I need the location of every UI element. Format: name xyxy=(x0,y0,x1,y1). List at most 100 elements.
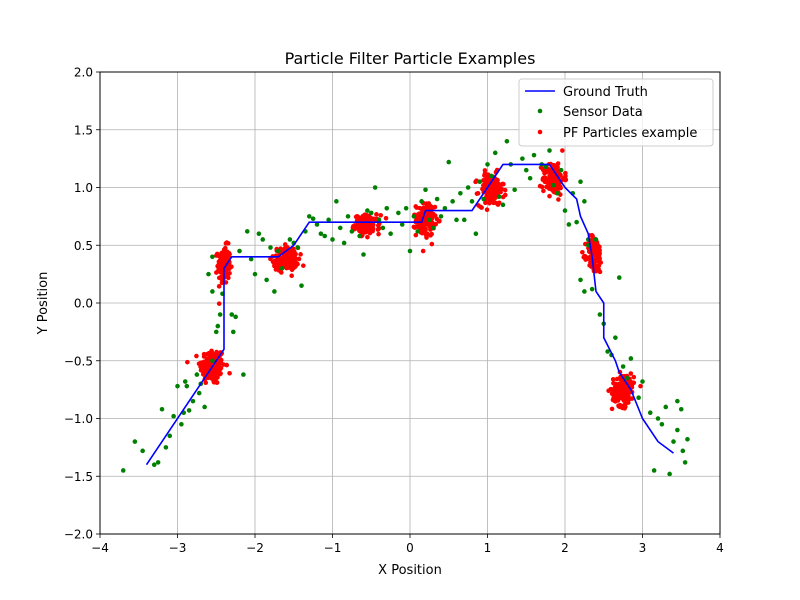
sensor-data-point xyxy=(337,225,343,231)
pf-particle-point xyxy=(413,232,419,238)
sensor-data-point xyxy=(582,199,587,204)
sensor-data-point xyxy=(229,312,235,317)
sensor-data-point xyxy=(210,254,215,260)
pf-particle-point xyxy=(589,233,595,238)
pf-particle-point xyxy=(556,197,561,202)
pf-particle-point xyxy=(213,352,218,357)
pf-particle-point xyxy=(490,183,496,189)
sensor-data-point xyxy=(680,448,686,454)
pf-particle-point xyxy=(615,386,620,392)
pf-particle-point xyxy=(414,224,419,229)
sensor-data-point xyxy=(504,139,510,144)
pf-particle-point xyxy=(596,263,602,268)
sensor-data-point xyxy=(241,372,246,377)
sensor-data-point xyxy=(551,182,556,188)
sensor-data-point xyxy=(578,277,583,283)
sensor-data-point xyxy=(210,358,215,364)
pf-particle-point xyxy=(293,251,298,257)
x-tick-label: −3 xyxy=(169,541,187,555)
pf-particle-point xyxy=(290,246,296,252)
sensor-data-point xyxy=(500,202,506,208)
pf-particle-point xyxy=(625,400,631,405)
chart-title: Particle Filter Particle Examples xyxy=(285,49,536,68)
sensor-data-point xyxy=(314,222,320,227)
sensor-data-point xyxy=(489,173,494,179)
pf-particle-point xyxy=(196,361,202,367)
pf-particle-point xyxy=(203,380,209,386)
y-axis-label: Y Position xyxy=(36,272,51,336)
x-tick-label: 0 xyxy=(406,541,414,555)
pf-particle-point xyxy=(560,148,565,153)
sensor-data-point xyxy=(605,349,610,354)
pf-particle-point xyxy=(223,280,229,285)
sensor-data-point xyxy=(279,266,285,271)
pf-particle-point xyxy=(424,201,429,206)
sensor-data-point xyxy=(361,252,366,257)
sensor-data-point xyxy=(473,231,479,236)
sensor-data-point xyxy=(682,460,688,465)
sensor-data-point xyxy=(678,406,684,412)
sensor-data-point xyxy=(171,413,176,419)
sensor-data-point xyxy=(196,390,202,396)
pf-particle-point xyxy=(611,380,616,386)
sensor-data-point xyxy=(345,214,351,219)
sensor-data-point xyxy=(256,231,262,236)
sensor-data-point xyxy=(264,277,269,283)
sensor-data-point xyxy=(384,205,390,211)
sensor-data-point xyxy=(675,427,680,433)
pf-particle-point xyxy=(496,200,502,206)
pf-particle-point xyxy=(207,374,213,380)
pf-particle-point xyxy=(591,245,597,251)
sensor-data-point xyxy=(492,150,498,156)
pf-particle-point xyxy=(475,191,481,196)
sensor-data-point xyxy=(260,237,266,242)
pf-particle-point xyxy=(543,179,549,185)
pf-particle-point xyxy=(281,255,287,261)
pf-particle-point xyxy=(479,205,484,210)
pf-particle-point xyxy=(364,223,369,229)
pf-particle-point xyxy=(225,272,230,277)
y-tick-label: −2.0 xyxy=(64,528,93,542)
sensor-data-point xyxy=(388,231,393,236)
pf-particle-point xyxy=(550,176,555,182)
sensor-data-point xyxy=(120,468,126,473)
pf-particle-point xyxy=(214,251,220,257)
pf-particle-point xyxy=(218,269,223,275)
pf-particle-point xyxy=(429,241,435,247)
pf-particle-point xyxy=(423,227,428,232)
sensor-data-point xyxy=(215,323,221,329)
pf-particle-point xyxy=(496,181,501,187)
sensor-data-point xyxy=(434,196,440,202)
pf-particle-point xyxy=(541,175,547,181)
pf-particle-point xyxy=(482,173,487,178)
sensor-data-point xyxy=(481,196,486,202)
sensor-data-point xyxy=(357,233,362,239)
sensor-data-point xyxy=(442,205,448,211)
sensor-data-point xyxy=(582,289,587,294)
pf-particle-point xyxy=(301,263,306,268)
pf-particle-point xyxy=(225,241,231,246)
pf-particle-point xyxy=(201,351,207,357)
pf-particle-point xyxy=(272,258,278,264)
sensor-data-point xyxy=(419,199,424,204)
sensor-data-point xyxy=(655,416,661,421)
sensor-data-point xyxy=(477,179,483,185)
y-tick-label: 1.0 xyxy=(74,181,93,195)
sensor-data-point xyxy=(461,217,467,223)
pf-particle-point xyxy=(544,168,549,174)
pf-particle-point xyxy=(221,257,227,263)
legend-pf-particles-marker xyxy=(537,129,543,135)
sensor-data-point xyxy=(190,398,196,404)
x-axis-ticks: −4 −3 −2 −1 0 1 2 3 4 xyxy=(91,534,724,555)
sensor-data-point xyxy=(423,187,428,193)
pf-particle-point xyxy=(499,181,505,187)
pf-particle-point xyxy=(484,207,490,213)
pf-particle-point xyxy=(420,248,426,254)
sensor-data-point xyxy=(527,175,533,181)
sensor-data-point xyxy=(685,436,690,442)
sensor-data-point xyxy=(523,167,529,173)
sensor-data-point xyxy=(237,248,242,254)
sensor-data-point xyxy=(330,237,335,242)
pf-particle-point xyxy=(358,223,363,229)
